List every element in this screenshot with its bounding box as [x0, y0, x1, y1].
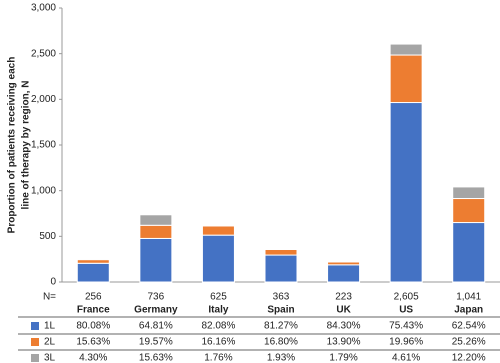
table-cell: 75.43% [389, 321, 423, 332]
x-tick-label: Japan [454, 305, 483, 316]
table-cell: 4.61% [392, 353, 420, 363]
x-tick-label: UK [336, 305, 351, 316]
n-value: 625 [210, 292, 227, 303]
table-cell: 82.08% [201, 321, 235, 332]
table-cell: 64.81% [139, 321, 173, 332]
table-cell: 80.08% [76, 321, 110, 332]
bar-segment [201, 225, 235, 236]
table-cell: 25.26% [452, 337, 486, 348]
table-cell: 13.90% [327, 337, 361, 348]
table-cell: 4.30% [79, 353, 107, 363]
bar-segment [389, 102, 423, 283]
x-tick-label: Germany [134, 305, 178, 316]
y-tick-label: 1,000 [31, 185, 56, 196]
y-tick-label: 0 [50, 277, 56, 288]
bar-segment [452, 198, 486, 224]
bar-segment [139, 237, 173, 283]
table-cell: 12.20% [452, 353, 486, 363]
n-value: 223 [335, 292, 352, 303]
bar-segment [201, 234, 235, 283]
bar-segment [139, 224, 173, 239]
x-tick-label: Italy [208, 305, 228, 316]
legend-swatch [31, 322, 39, 330]
legend-label: 3L [44, 353, 56, 363]
x-tick-label: France [77, 305, 110, 316]
y-axis-label: line of therapy by region, N [21, 81, 32, 210]
n-label: N= [43, 292, 56, 303]
bar-segment [76, 262, 110, 283]
x-tick-label: US [399, 305, 413, 316]
table-cell: 16.16% [201, 337, 235, 348]
bar-segment [76, 259, 110, 264]
y-tick-label: 2,000 [31, 94, 56, 105]
table-cell: 15.63% [76, 337, 110, 348]
n-value: 2,605 [394, 292, 419, 303]
table-cell: 62.54% [452, 321, 486, 332]
bar-segment [201, 224, 235, 227]
n-value: 256 [85, 292, 102, 303]
bar-segment [264, 248, 298, 256]
y-axis-label: Proportion of patients receiving each [7, 57, 18, 234]
table-cell: 81.27% [264, 321, 298, 332]
bar-segment [264, 248, 298, 250]
bar-segment [452, 186, 486, 200]
n-value: 1,041 [456, 292, 481, 303]
legend-label: 2L [44, 337, 56, 348]
table-cell: 84.30% [327, 321, 361, 332]
bar-segment [139, 214, 173, 226]
legend-label: 1L [44, 321, 56, 332]
legend-swatch [31, 338, 39, 346]
table-cell: 19.57% [139, 337, 173, 348]
table-cell: 19.96% [389, 337, 423, 348]
table-cell: 1.79% [329, 353, 357, 363]
bar-segment [389, 54, 423, 104]
bar-segment [389, 43, 423, 56]
y-tick-label: 1,500 [31, 140, 56, 151]
legend-swatch [31, 354, 39, 362]
y-tick-label: 2,500 [31, 48, 56, 59]
x-tick-label: Spain [267, 305, 294, 316]
bar-segment [327, 264, 361, 283]
table-cell: 15.63% [139, 353, 173, 363]
bar-segment [264, 254, 298, 283]
bar-segment [452, 222, 486, 283]
table-cell: 1.93% [267, 353, 295, 363]
y-tick-label: 500 [39, 231, 56, 242]
n-value: 736 [148, 292, 165, 303]
y-tick-label: 3,000 [31, 3, 56, 14]
table-cell: 1.76% [204, 353, 232, 363]
bar-segment [76, 258, 110, 261]
n-value: 363 [273, 292, 290, 303]
table-cell: 16.80% [264, 337, 298, 348]
